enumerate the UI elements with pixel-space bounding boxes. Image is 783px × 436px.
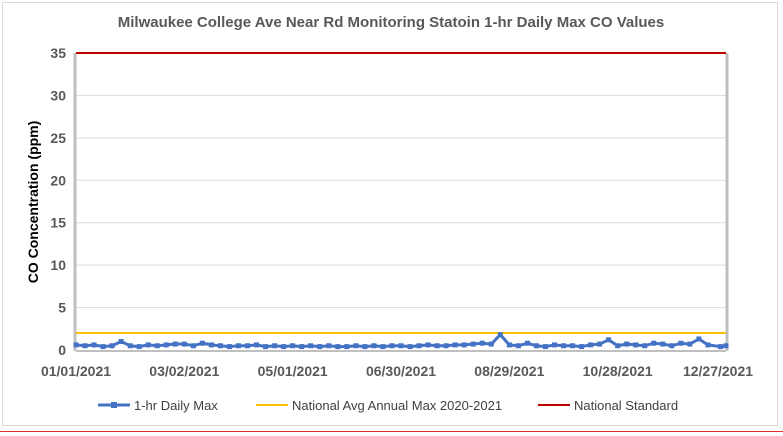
daily-max-point (308, 343, 314, 349)
daily-max-point (696, 336, 702, 342)
daily-max-point (651, 340, 657, 346)
y-tick-label: 5 (58, 300, 66, 316)
daily-max-point (163, 342, 169, 348)
daily-max-point (172, 341, 178, 347)
daily-max-point (705, 342, 711, 348)
daily-max-point (236, 343, 241, 349)
daily-max-point (127, 343, 133, 349)
daily-max-point (407, 344, 413, 350)
daily-max-point (452, 342, 458, 348)
daily-max-point (506, 342, 512, 348)
daily-max-point (154, 343, 160, 349)
daily-max-point (344, 344, 350, 350)
daily-max-point (226, 344, 232, 350)
daily-max-point (317, 344, 323, 350)
daily-max-point (633, 342, 639, 348)
daily-max-point (91, 342, 97, 348)
daily-max-point (561, 343, 566, 349)
daily-max-point (425, 342, 431, 348)
daily-max-point (190, 343, 196, 349)
daily-max-point (181, 341, 187, 347)
chart-title: Milwaukee College Ave Near Rd Monitoring… (118, 14, 665, 31)
daily-max-point (497, 332, 503, 338)
y-tick-label: 20 (50, 172, 66, 188)
daily-max-point (100, 344, 106, 350)
daily-max-point (515, 343, 521, 349)
y-tick-label: 15 (50, 215, 66, 231)
daily-max-point (254, 342, 260, 348)
y-tick-label: 25 (50, 130, 66, 146)
daily-max-point (281, 344, 287, 350)
legend-label: National Avg Annual Max 2020-2021 (292, 398, 502, 413)
daily-max-point (73, 342, 79, 348)
daily-max-point (335, 344, 341, 350)
daily-max-point (208, 342, 214, 348)
daily-max-point (678, 340, 684, 346)
daily-max-point (326, 343, 332, 349)
x-tick-label: 12/27/2021 (683, 363, 753, 379)
legend-label: 1-hr Daily Max (134, 398, 218, 413)
daily-max-point (362, 344, 368, 350)
y-tick-label: 10 (50, 257, 66, 273)
legend-label: National Standard (574, 398, 678, 413)
daily-max-point (136, 344, 142, 350)
daily-max-point (272, 343, 278, 349)
daily-max-point (642, 343, 648, 349)
x-tick-label: 01/01/2021 (41, 363, 111, 379)
daily-max-point (380, 344, 386, 350)
daily-max-point (579, 344, 585, 350)
daily-max-point (398, 343, 404, 349)
daily-max-point (371, 343, 377, 349)
daily-max-point (718, 344, 724, 350)
daily-max-point (389, 343, 395, 349)
daily-max-point (660, 341, 666, 347)
daily-max-point (217, 343, 223, 349)
x-tick-label: 08/29/2021 (474, 363, 544, 379)
daily-max-point (597, 341, 603, 347)
daily-max-point (723, 343, 729, 349)
daily-max-point (82, 343, 88, 349)
legend-marker (111, 402, 117, 408)
chart-frame (2, 2, 778, 426)
daily-max-point (570, 343, 576, 349)
x-tick-label: 06/30/2021 (366, 363, 436, 379)
x-tick-label: 10/28/2021 (583, 363, 653, 379)
daily-max-point (443, 343, 449, 349)
daily-max-point (524, 340, 530, 346)
daily-max-point (479, 340, 485, 346)
daily-max-point (542, 344, 548, 350)
daily-max-point (488, 341, 494, 347)
daily-max-point (687, 341, 693, 347)
y-tick-label: 35 (50, 45, 66, 61)
daily-max-point (145, 342, 151, 348)
daily-max-point (290, 343, 296, 349)
daily-max-point (669, 343, 675, 349)
y-axis-title: CO Concentration (ppm) (25, 121, 41, 284)
daily-max-point (533, 343, 539, 349)
daily-max-point (461, 342, 467, 348)
daily-max-point (551, 342, 557, 348)
daily-max-point (263, 344, 269, 350)
daily-max-point (470, 341, 476, 347)
daily-max-point (245, 343, 251, 349)
daily-max-point (109, 343, 115, 349)
daily-max-point (624, 341, 630, 347)
x-tick-label: 03/02/2021 (149, 363, 219, 379)
bottom-divider (0, 431, 783, 432)
y-tick-label: 0 (58, 342, 66, 358)
daily-max-point (199, 340, 205, 346)
x-tick-label: 05/01/2021 (258, 363, 328, 379)
daily-max-point (118, 339, 124, 345)
y-tick-label: 30 (50, 87, 66, 103)
daily-max-point (588, 342, 594, 348)
daily-max-point (299, 344, 305, 350)
daily-max-point (615, 343, 621, 349)
daily-max-point (416, 343, 422, 349)
daily-max-point (434, 343, 440, 349)
daily-max-point (353, 343, 359, 349)
daily-max-point (606, 337, 612, 343)
